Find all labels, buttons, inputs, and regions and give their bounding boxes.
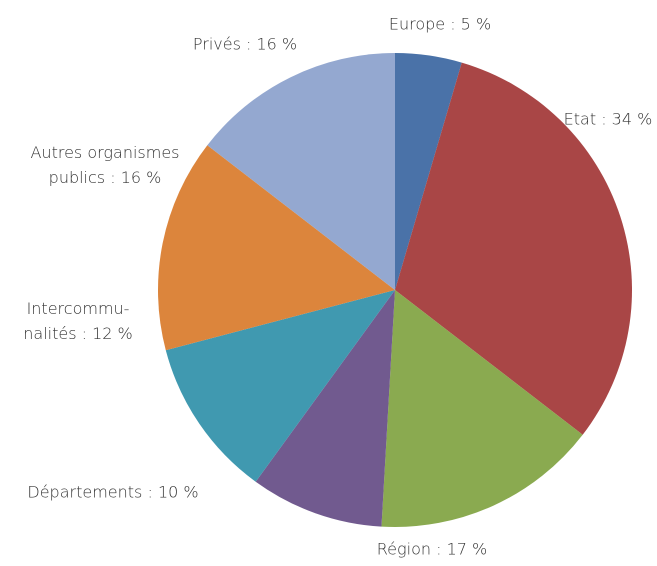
slice-label: nalités : 12 %: [23, 324, 133, 343]
pie-slice: [165, 290, 395, 482]
slice-label: Autres organismes: [30, 143, 179, 162]
slice-label: publics : 16 %: [49, 168, 162, 187]
pie-slice: [395, 53, 462, 290]
slice-label: Europe : 5 %: [389, 15, 491, 34]
pie-slice: [157, 145, 395, 351]
slice-label: Etat : 34 %: [564, 110, 653, 129]
slice-label: Intercommu-: [27, 299, 130, 318]
pie-slice: [395, 62, 632, 435]
pie-slice: [255, 290, 395, 527]
pie-slice: [381, 290, 583, 527]
slice-label: Région : 17 %: [377, 540, 487, 559]
pie-slice: [207, 53, 395, 290]
slice-label: Privés : 16 %: [193, 35, 297, 54]
slice-label: Départements : 10 %: [27, 483, 198, 502]
